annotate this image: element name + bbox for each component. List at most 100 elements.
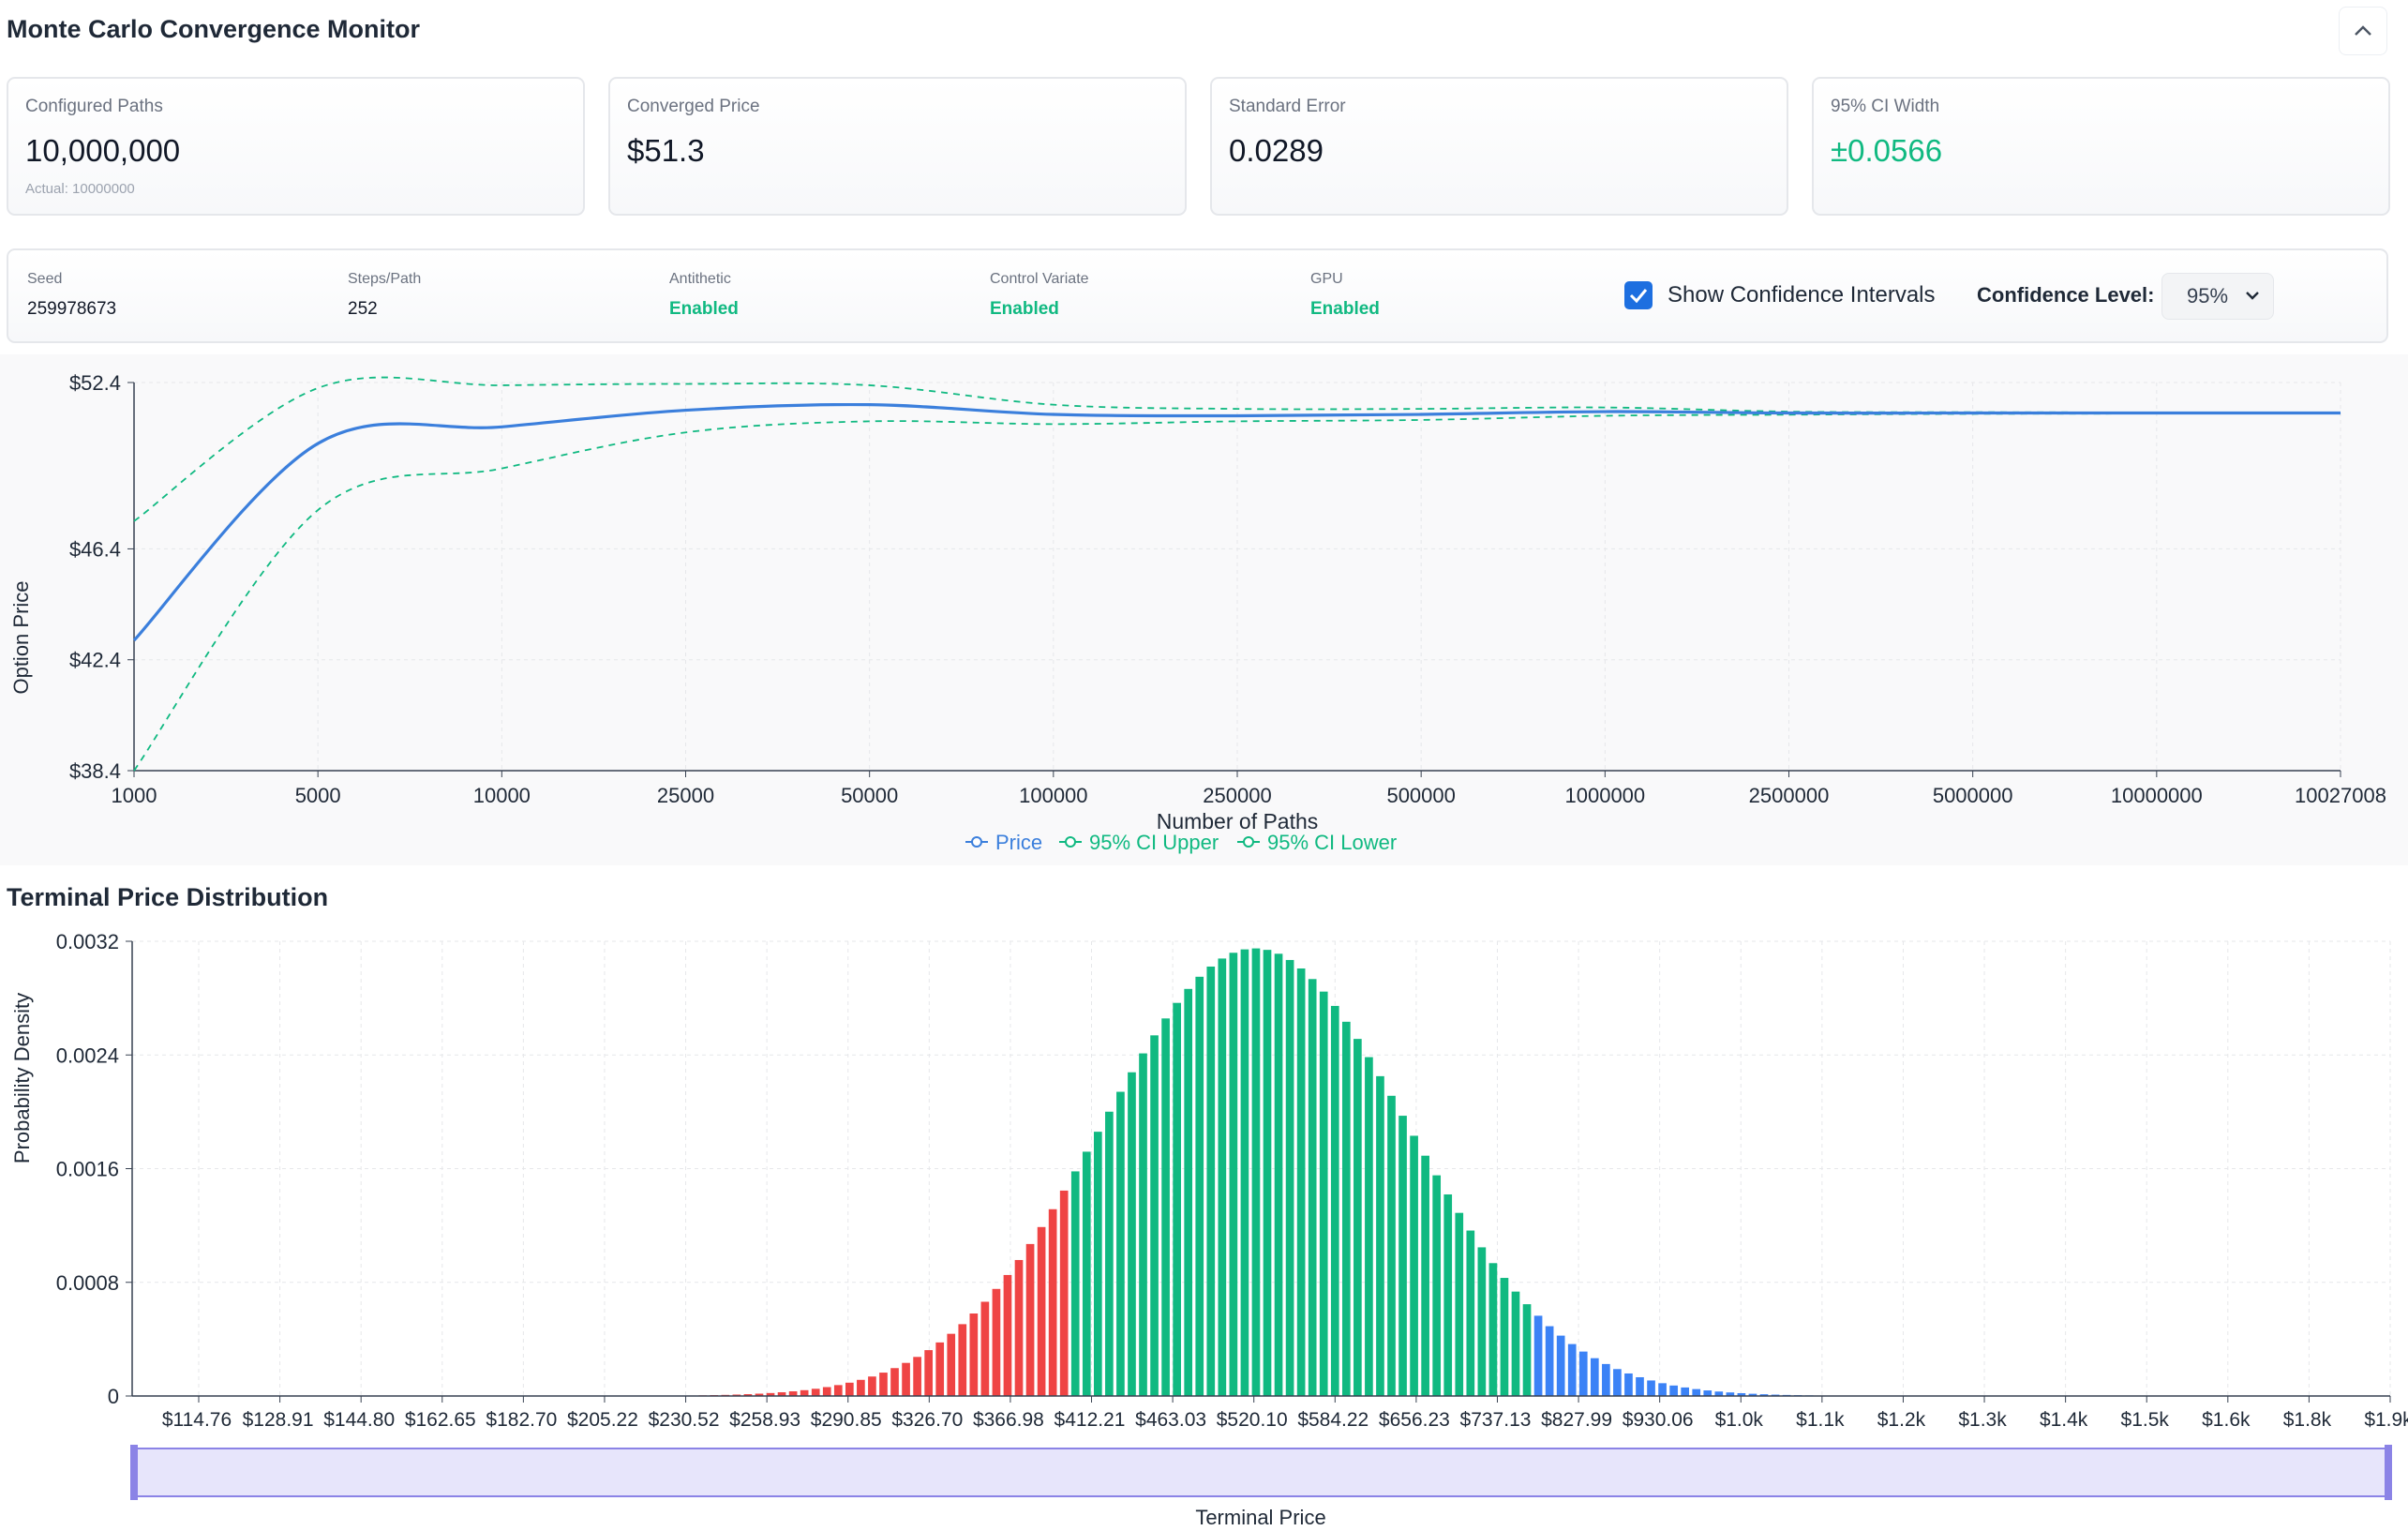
x-tick-label: $144.80 xyxy=(323,1409,395,1431)
confidence-level-value: 95% xyxy=(2187,284,2229,308)
page-title: Monte Carlo Convergence Monitor xyxy=(7,15,421,43)
config-value: Enabled xyxy=(1310,299,1380,319)
kpi-standard-error: Standard Error 0.0289 xyxy=(1210,77,1788,216)
kpi-value: $51.3 xyxy=(627,133,705,168)
histogram-bar xyxy=(1263,950,1272,1396)
kpi-label: Converged Price xyxy=(627,97,760,116)
confidence-level-select[interactable]: 95% xyxy=(2161,273,2274,320)
show-ci-toggle[interactable]: Show Confidence Intervals xyxy=(1624,281,1936,309)
x-tick-label: $1.1k xyxy=(1796,1409,1845,1431)
histogram-bar xyxy=(1218,958,1227,1396)
legend-label: 95% CI Lower xyxy=(1267,831,1397,854)
config-antithetic: Antithetic Enabled xyxy=(669,271,739,320)
histogram-bar xyxy=(1533,1315,1543,1396)
x-tick-label: $584.22 xyxy=(1297,1409,1369,1431)
histogram-bar xyxy=(1613,1369,1622,1396)
histogram-bar xyxy=(1647,1380,1655,1396)
x-tick-label: $737.13 xyxy=(1460,1409,1532,1431)
x-tick-label: 5000 xyxy=(295,784,341,807)
legend-marker xyxy=(1065,836,1076,848)
x-tick-label: $827.99 xyxy=(1541,1409,1612,1431)
collapse-button[interactable] xyxy=(2339,7,2387,55)
show-ci-checkbox[interactable] xyxy=(1624,281,1653,309)
histogram-bar xyxy=(1116,1091,1125,1396)
histogram-bar xyxy=(857,1379,865,1396)
chevron-up-icon xyxy=(2355,25,2371,36)
histogram-bar xyxy=(913,1357,921,1396)
x-tick-label: $930.06 xyxy=(1623,1409,1694,1431)
kpi-value: 10,000,000 xyxy=(25,133,181,168)
legend-label: Price xyxy=(995,831,1042,854)
simulation-config-bar: Seed 259978673 Steps/Path 252 Antithetic… xyxy=(7,248,2388,343)
y-axis-label: Probability Density xyxy=(10,993,34,1163)
histogram-bar xyxy=(1082,1151,1091,1396)
histogram-bar xyxy=(1161,1018,1170,1396)
histogram-bar xyxy=(1128,1072,1136,1396)
kpi-converged-price: Converged Price $51.3 xyxy=(608,77,1187,216)
config-label: Antithetic xyxy=(669,271,731,287)
histogram-bar xyxy=(800,1389,809,1396)
histogram-bar xyxy=(1602,1363,1610,1396)
histogram-bar xyxy=(1488,1263,1498,1396)
x-tick-label: 10027008 xyxy=(2295,784,2386,807)
histogram-bar xyxy=(1681,1387,1690,1396)
x-tick-label: $520.10 xyxy=(1217,1409,1288,1431)
legend-marker xyxy=(1243,836,1254,848)
histogram-bar xyxy=(1658,1383,1667,1396)
x-tick-label: 1000 xyxy=(112,784,157,807)
histogram-bar xyxy=(1500,1278,1509,1396)
x-tick-label: $114.76 xyxy=(162,1409,232,1431)
x-tick-label: $290.85 xyxy=(811,1409,882,1431)
config-steps: Steps/Path 252 xyxy=(348,271,421,320)
config-label: Control Variate xyxy=(990,271,1089,287)
histogram-bar xyxy=(1319,991,1328,1396)
histogram-bar xyxy=(1296,968,1306,1396)
y-axis-label: Option Price xyxy=(9,580,33,694)
x-tick-label: $1.5k xyxy=(2121,1409,2170,1431)
brush-handle-left[interactable] xyxy=(130,1445,138,1500)
histogram-bar xyxy=(1421,1155,1429,1396)
histogram-bar xyxy=(1714,1391,1724,1396)
x-tick-label: $1.6k xyxy=(2202,1409,2251,1431)
histogram-bar xyxy=(1636,1376,1644,1396)
histogram-bar xyxy=(958,1324,967,1396)
histogram-bar xyxy=(980,1301,990,1396)
x-tick-label: $1.8k xyxy=(2283,1409,2332,1431)
x-tick-label: $412.21 xyxy=(1054,1409,1126,1431)
range-brush[interactable] xyxy=(131,1448,2391,1497)
histogram-bar xyxy=(1590,1358,1599,1396)
kpi-value: ±0.0566 xyxy=(1831,133,1943,168)
histogram-bar xyxy=(1624,1373,1633,1396)
histogram-bar xyxy=(1354,1039,1362,1396)
x-tick-label: 2500000 xyxy=(1749,784,1830,807)
histogram-bar xyxy=(1240,949,1249,1396)
brush-handle-right[interactable] xyxy=(2385,1445,2392,1500)
x-tick-label: 50000 xyxy=(841,784,898,807)
chart-legend: Price 95% CI Upper 95% CI Lower xyxy=(965,831,1397,854)
x-tick-label: 250000 xyxy=(1203,784,1271,807)
histogram-bar xyxy=(1365,1057,1373,1396)
histogram-bar xyxy=(1037,1226,1046,1396)
y-tick-label: 0.0024 xyxy=(56,1043,119,1067)
histogram-bar xyxy=(1387,1095,1396,1396)
x-tick-label: 100000 xyxy=(1019,784,1087,807)
x-tick-label: $1.2k xyxy=(1877,1409,1926,1431)
histogram-bar xyxy=(1578,1351,1588,1396)
config-gpu: GPU Enabled xyxy=(1310,271,1380,320)
histogram-bar xyxy=(1285,959,1294,1396)
config-seed: Seed 259978673 xyxy=(27,271,116,320)
histogram-bar xyxy=(890,1368,899,1396)
kpi-value: 0.0289 xyxy=(1229,133,1324,168)
histogram-bar xyxy=(1455,1212,1464,1396)
histogram-bar xyxy=(845,1382,854,1396)
histogram-bar xyxy=(935,1342,945,1396)
histogram-bar xyxy=(777,1392,786,1396)
kpi-label: Configured Paths xyxy=(25,97,163,116)
x-axis-label: Terminal Price xyxy=(1195,1506,1325,1529)
histogram-bar xyxy=(743,1394,753,1396)
histogram-bar xyxy=(1511,1291,1520,1396)
x-tick-label: $326.70 xyxy=(891,1409,963,1431)
histogram-bar xyxy=(1274,953,1283,1396)
histogram-bar xyxy=(1206,966,1216,1396)
histogram-bar xyxy=(902,1362,910,1396)
